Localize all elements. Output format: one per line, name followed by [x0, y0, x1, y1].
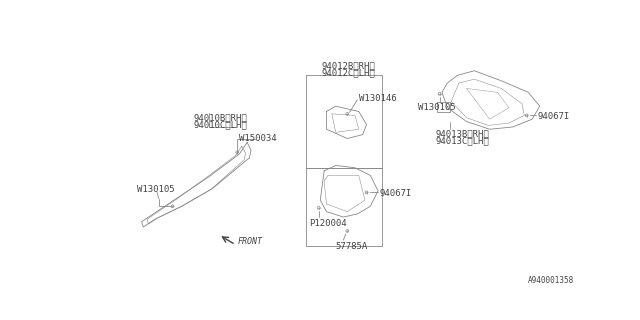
Text: W130105: W130105 [137, 185, 175, 194]
Text: 57785A: 57785A [336, 243, 368, 252]
Text: 94067I: 94067I [380, 189, 412, 198]
Text: 94012C〈LH〉: 94012C〈LH〉 [322, 68, 376, 77]
Text: 94013B〈RH〉: 94013B〈RH〉 [436, 129, 490, 138]
Text: P120004: P120004 [308, 219, 346, 228]
Text: 94067I: 94067I [538, 112, 570, 121]
Text: 94012B〈RH〉: 94012B〈RH〉 [322, 61, 376, 70]
Text: FRONT: FRONT [238, 237, 263, 246]
Text: 94013C〈LH〉: 94013C〈LH〉 [436, 136, 490, 145]
Text: W130146: W130146 [359, 94, 396, 103]
Text: W150034: W150034 [239, 134, 277, 143]
Text: W130105: W130105 [418, 103, 456, 112]
Text: A940001358: A940001358 [528, 276, 575, 284]
Text: 94010B〈RH〉: 94010B〈RH〉 [193, 113, 247, 122]
Text: 94010C〈LH〉: 94010C〈LH〉 [193, 120, 247, 129]
